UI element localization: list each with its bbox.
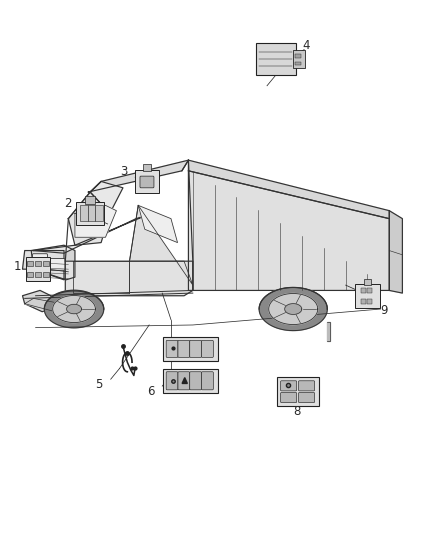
Polygon shape <box>22 251 64 280</box>
FancyBboxPatch shape <box>163 368 218 393</box>
Polygon shape <box>259 287 327 330</box>
FancyBboxPatch shape <box>295 54 301 58</box>
Polygon shape <box>285 304 302 314</box>
FancyBboxPatch shape <box>166 372 178 390</box>
FancyBboxPatch shape <box>364 279 371 285</box>
FancyBboxPatch shape <box>35 272 41 277</box>
FancyBboxPatch shape <box>85 196 95 204</box>
FancyBboxPatch shape <box>201 372 213 390</box>
FancyBboxPatch shape <box>256 43 296 75</box>
FancyBboxPatch shape <box>277 376 318 406</box>
FancyBboxPatch shape <box>281 392 297 402</box>
FancyBboxPatch shape <box>35 261 41 266</box>
FancyBboxPatch shape <box>361 299 366 304</box>
FancyBboxPatch shape <box>298 381 314 391</box>
Text: 5: 5 <box>95 378 102 391</box>
Text: 3: 3 <box>120 165 128 179</box>
FancyBboxPatch shape <box>27 272 33 277</box>
FancyBboxPatch shape <box>190 372 201 390</box>
FancyBboxPatch shape <box>298 392 314 402</box>
Polygon shape <box>130 205 193 285</box>
Polygon shape <box>138 205 177 243</box>
FancyBboxPatch shape <box>140 176 154 188</box>
Polygon shape <box>88 160 188 192</box>
Polygon shape <box>33 216 145 253</box>
Polygon shape <box>182 377 187 383</box>
Text: 8: 8 <box>293 405 300 417</box>
FancyBboxPatch shape <box>27 261 33 266</box>
FancyBboxPatch shape <box>201 341 213 358</box>
FancyBboxPatch shape <box>50 259 65 270</box>
Polygon shape <box>188 160 389 219</box>
FancyBboxPatch shape <box>281 381 297 391</box>
Text: 9: 9 <box>380 304 388 317</box>
FancyBboxPatch shape <box>76 202 104 224</box>
FancyBboxPatch shape <box>43 272 49 277</box>
FancyBboxPatch shape <box>143 164 151 171</box>
Polygon shape <box>53 295 95 322</box>
Polygon shape <box>44 290 104 328</box>
Polygon shape <box>75 205 117 237</box>
Polygon shape <box>31 245 75 280</box>
FancyBboxPatch shape <box>25 257 50 281</box>
FancyBboxPatch shape <box>43 261 49 266</box>
Text: 2: 2 <box>64 197 71 211</box>
FancyBboxPatch shape <box>367 288 372 293</box>
Polygon shape <box>327 322 330 341</box>
FancyBboxPatch shape <box>32 254 47 266</box>
FancyBboxPatch shape <box>367 299 372 304</box>
FancyBboxPatch shape <box>80 205 88 221</box>
Polygon shape <box>269 294 318 325</box>
FancyBboxPatch shape <box>293 50 305 68</box>
FancyBboxPatch shape <box>135 169 159 193</box>
Polygon shape <box>90 181 123 213</box>
Polygon shape <box>68 192 110 245</box>
Text: 6: 6 <box>148 385 155 398</box>
FancyBboxPatch shape <box>295 62 301 65</box>
FancyBboxPatch shape <box>166 341 178 358</box>
FancyBboxPatch shape <box>163 337 218 361</box>
Polygon shape <box>25 298 62 312</box>
FancyBboxPatch shape <box>355 284 380 308</box>
Polygon shape <box>389 211 403 293</box>
Polygon shape <box>188 171 389 290</box>
FancyBboxPatch shape <box>178 341 190 358</box>
FancyBboxPatch shape <box>190 341 201 358</box>
Polygon shape <box>22 290 51 312</box>
FancyBboxPatch shape <box>95 205 103 221</box>
Text: 1: 1 <box>14 260 21 273</box>
Polygon shape <box>65 261 193 296</box>
FancyBboxPatch shape <box>361 288 366 293</box>
Text: 4: 4 <box>303 39 310 52</box>
FancyBboxPatch shape <box>178 372 190 390</box>
Polygon shape <box>67 304 81 314</box>
FancyBboxPatch shape <box>88 205 95 221</box>
